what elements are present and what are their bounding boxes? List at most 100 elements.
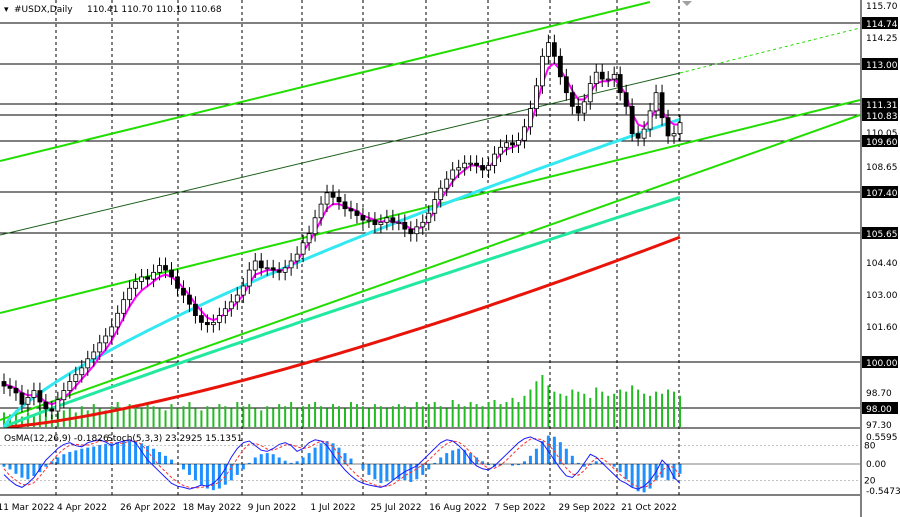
candle-body <box>1 381 7 387</box>
x-tick-label: 4 Apr 2022 <box>57 503 107 513</box>
level-label-box <box>862 356 898 368</box>
candle-body <box>468 162 474 165</box>
y-tick-label: 115.70 <box>866 2 898 12</box>
candle-body <box>510 142 515 146</box>
candle-body <box>528 108 533 128</box>
candle-body <box>599 71 605 80</box>
candle-body <box>157 265 162 273</box>
candle-body <box>163 265 168 271</box>
candle-body <box>61 390 67 401</box>
candle-body <box>199 315 204 323</box>
stochastic-lines: 80 20 <box>0 436 876 490</box>
osma-header: OsMA(12,26,9) -0.1826 <box>4 434 109 444</box>
level-label: 107.40 <box>866 189 898 199</box>
candle-body <box>181 287 186 296</box>
candle-body <box>402 221 408 230</box>
candle-body <box>121 299 127 314</box>
candle-body <box>480 165 485 171</box>
level-label: 98.00 <box>866 405 892 415</box>
candle-body <box>294 253 300 262</box>
x-tick-label: 26 Apr 2022 <box>120 503 176 513</box>
level-label: 114.74 <box>866 20 898 30</box>
candle-body <box>336 196 342 203</box>
y-tick-label: 114.25 <box>866 34 898 44</box>
level-label-box <box>862 186 898 198</box>
candle-body <box>115 312 121 328</box>
candle-body <box>175 276 180 289</box>
candle-body <box>151 271 156 280</box>
level-label: 100.00 <box>866 359 898 369</box>
candle-body <box>629 105 635 135</box>
ema-cyan-line <box>2 117 681 428</box>
y-tick-label: 103.00 <box>866 291 898 301</box>
osma-axis-label: 0.5595 <box>866 433 898 443</box>
candle-body <box>342 201 348 210</box>
candle-body <box>474 162 480 166</box>
moving-averages <box>2 61 681 429</box>
candle-body <box>306 233 312 244</box>
candle-body <box>139 276 144 282</box>
candle-body <box>19 392 25 405</box>
candle-body <box>611 74 617 80</box>
y-tick-label: 98.70 <box>866 389 892 399</box>
candle-body <box>444 178 450 189</box>
scroll-marker-icon[interactable] <box>682 1 692 6</box>
candle-body <box>312 217 318 235</box>
candle-body <box>252 260 258 271</box>
candle-body <box>504 142 509 148</box>
candle-body <box>545 42 551 57</box>
x-tick-label: 9 Jun 2022 <box>248 503 296 513</box>
x-tick-label: 7 Sep 2022 <box>494 503 545 513</box>
candle-body <box>85 358 91 369</box>
level-label-box <box>862 58 898 70</box>
candle-body <box>462 162 468 169</box>
candle-body <box>103 335 109 344</box>
candle-body <box>360 215 366 221</box>
candle-body <box>348 208 354 212</box>
ema-green-line <box>3 195 681 429</box>
candle-body <box>378 221 384 225</box>
level-label-box <box>862 135 898 147</box>
x-tick-label: 1 Jul 2022 <box>310 503 355 513</box>
candle-body <box>109 326 115 337</box>
candle-body <box>49 408 55 412</box>
candle-body <box>450 169 456 180</box>
candle-body <box>384 217 390 223</box>
candle-body <box>396 221 402 224</box>
candle-body <box>193 303 198 316</box>
candle-body <box>390 217 396 223</box>
candle-body <box>557 55 563 78</box>
candle-body <box>216 315 222 323</box>
candle-body <box>432 199 438 214</box>
candle-body <box>372 219 378 225</box>
candle-body <box>492 153 497 166</box>
candle-body <box>623 92 629 107</box>
level-label-box <box>862 98 898 110</box>
ohlc-readout: 110.41 110.70 110.10 110.68 <box>87 5 222 15</box>
candle-body <box>270 267 276 271</box>
candle-body <box>240 285 246 296</box>
candle-body <box>534 85 539 110</box>
candle-body <box>569 92 575 107</box>
candle-body <box>55 399 61 412</box>
candle-body <box>635 133 641 139</box>
candle-body <box>617 74 623 94</box>
candle-body <box>282 267 288 273</box>
candle-body <box>234 294 240 303</box>
candle-body <box>43 401 49 410</box>
level-label: 111.31 <box>866 101 898 111</box>
stoch-level-label: 80 <box>864 442 876 452</box>
osma-axis-label: 0.00 <box>866 460 886 470</box>
candle-body <box>13 387 19 394</box>
level-label: 113.00 <box>866 61 898 71</box>
candle-body <box>210 321 216 326</box>
channel-projection <box>679 27 861 74</box>
level-label: 105.65 <box>866 230 898 240</box>
candle-body <box>330 192 336 198</box>
level-label-box <box>862 17 898 29</box>
candle-body <box>420 221 426 228</box>
candle-body <box>264 267 270 270</box>
stoch-main-line <box>3 436 681 490</box>
